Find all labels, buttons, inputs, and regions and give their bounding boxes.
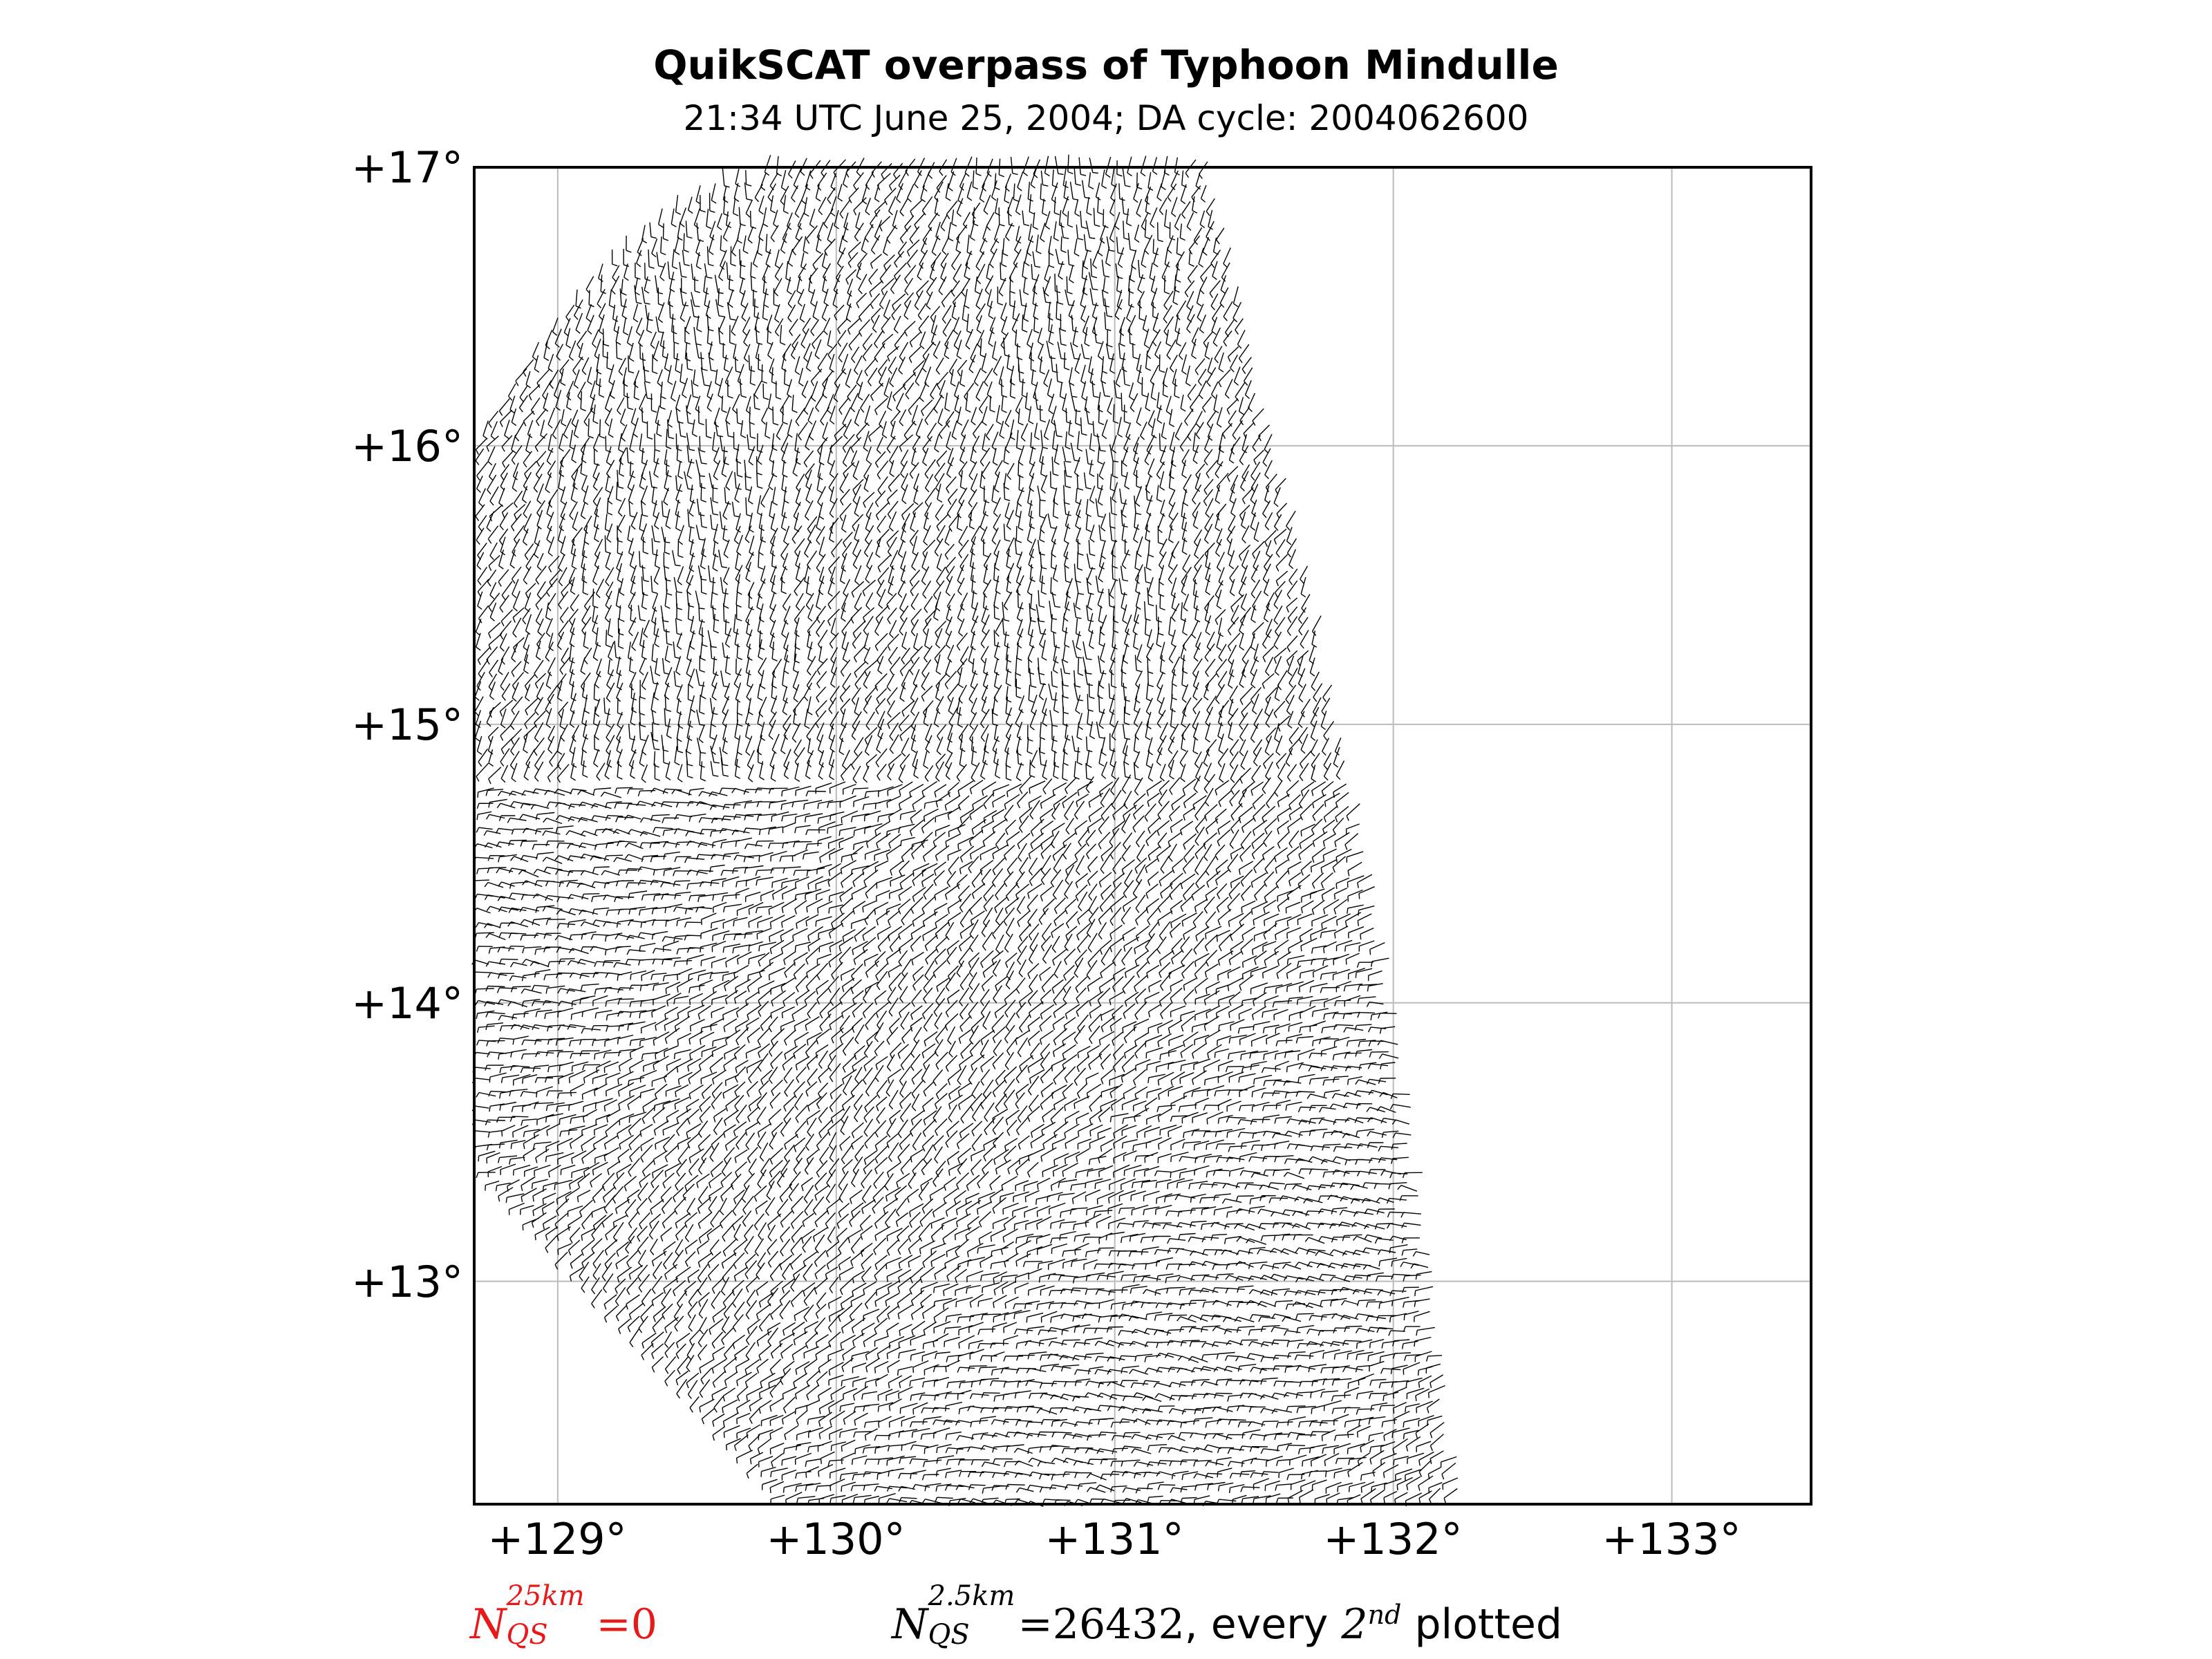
lon-tick-132: +132° [1323, 1514, 1463, 1564]
lat-tick-17: +17° [351, 142, 463, 193]
map-title: QuikSCAT overpass of Typhoon Mindulle [653, 41, 1559, 88]
lat-tick-14: +14° [351, 978, 463, 1029]
lat-tick-15: +15° [351, 700, 463, 750]
n25km-count-label: N 25km QS =0 [470, 1580, 657, 1651]
map-frame [473, 166, 1812, 1506]
lat-tick-13: +13° [351, 1257, 463, 1307]
lon-tick-129: +129° [487, 1514, 627, 1564]
lat-tick-16: +16° [351, 421, 463, 471]
wind-barb-field [471, 154, 1459, 1507]
lon-tick-133: +133° [1602, 1514, 1741, 1564]
lon-tick-130: +130° [766, 1514, 906, 1564]
n2p5km-count-label: N 2.5km QS =26432, every 2nd plotted [892, 1580, 1562, 1651]
map-subtitle: 21:34 UTC June 25, 2004; DA cycle: 20040… [683, 98, 1529, 138]
lon-tick-131: +131° [1044, 1514, 1184, 1564]
wind-barbs [471, 154, 1459, 1507]
